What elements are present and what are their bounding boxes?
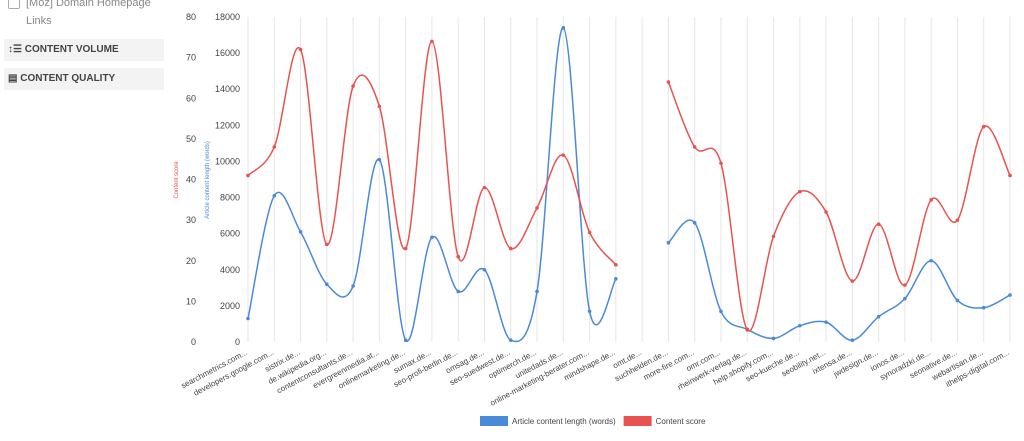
data-point bbox=[325, 242, 329, 247]
data-point bbox=[1008, 173, 1012, 178]
data-point bbox=[955, 298, 960, 303]
button[interactable]: ▤ CONTENT QUALITY bbox=[4, 68, 164, 90]
series-line bbox=[247, 40, 617, 266]
data-point bbox=[981, 305, 986, 310]
y2-axis-title: Article content length (words) bbox=[205, 141, 211, 219]
data-point bbox=[614, 263, 618, 267]
data-point bbox=[246, 173, 250, 178]
legend-swatch bbox=[480, 416, 508, 426]
data-point bbox=[403, 338, 408, 342]
button[interactable]: ↕☰ CONTENT VOLUME bbox=[4, 39, 164, 61]
data-point bbox=[561, 153, 566, 157]
data-point bbox=[850, 338, 855, 342]
y-tick-label: 60 bbox=[186, 93, 196, 103]
data-point bbox=[535, 289, 539, 294]
data-point bbox=[508, 338, 513, 342]
data-point bbox=[377, 104, 382, 109]
checkbox-label: [Moz] Domain Homepage Links bbox=[26, 0, 151, 27]
data-point bbox=[692, 145, 697, 149]
y2-tick-label: 12000 bbox=[215, 120, 240, 130]
data-point bbox=[1008, 293, 1012, 297]
legend-label: Article content length (words) bbox=[512, 417, 616, 426]
y-tick-label: 0 bbox=[191, 337, 196, 347]
series-line bbox=[667, 219, 1011, 341]
y-tick-label: 40 bbox=[186, 175, 196, 185]
data-point bbox=[351, 84, 355, 88]
data-point bbox=[325, 282, 329, 287]
data-point bbox=[272, 193, 277, 198]
data-point bbox=[246, 316, 250, 321]
sidebar: [Moz] Domain Homepage Links ↕☰ CONTENT V… bbox=[0, 0, 170, 441]
data-point bbox=[876, 222, 881, 226]
data-point bbox=[771, 336, 776, 341]
data-point bbox=[403, 246, 408, 251]
y-tick-label: 80 bbox=[186, 12, 196, 22]
data-point bbox=[797, 189, 802, 194]
y2-tick-label: 0 bbox=[235, 337, 240, 347]
data-point bbox=[955, 218, 960, 222]
data-point bbox=[430, 235, 434, 240]
y-tick-label: 50 bbox=[186, 134, 196, 144]
y-axis-title: Content score bbox=[174, 161, 180, 199]
data-point bbox=[771, 234, 776, 239]
data-point bbox=[929, 258, 933, 263]
series-line bbox=[667, 81, 1011, 332]
checkbox[interactable]: [Moz] Domain Homepage Links bbox=[8, 0, 158, 30]
legend-swatch bbox=[623, 416, 652, 426]
data-point bbox=[614, 277, 618, 281]
data-point bbox=[482, 185, 487, 190]
data-point bbox=[587, 309, 592, 314]
y-tick-label: 10 bbox=[186, 296, 196, 306]
data-point bbox=[929, 198, 933, 202]
data-point bbox=[298, 230, 303, 234]
data-point bbox=[824, 210, 828, 214]
data-point bbox=[981, 124, 986, 129]
data-point bbox=[903, 283, 907, 287]
y-tick-label: 30 bbox=[186, 215, 196, 225]
y2-tick-label: 18000 bbox=[215, 12, 240, 22]
chart: Content score Article content length (wo… bbox=[174, 12, 1012, 426]
y2-tick-label: 10000 bbox=[215, 156, 240, 166]
data-point bbox=[745, 328, 750, 332]
legend-label: Content score bbox=[656, 417, 706, 426]
data-point bbox=[850, 279, 855, 283]
series-line bbox=[247, 27, 617, 343]
y2-tick-label: 2000 bbox=[220, 301, 240, 311]
data-point bbox=[272, 145, 277, 149]
data-point bbox=[719, 309, 723, 314]
data-point bbox=[824, 320, 828, 324]
data-point bbox=[456, 289, 461, 294]
data-point bbox=[508, 246, 513, 251]
data-point bbox=[298, 47, 303, 52]
y2-tick-label: 16000 bbox=[215, 48, 240, 58]
y-tick-label: 70 bbox=[186, 53, 196, 63]
button-label: CONTENT VOLUME bbox=[24, 44, 119, 55]
checkbox-box[interactable] bbox=[8, 0, 20, 10]
y2-tick-label: 4000 bbox=[220, 265, 240, 275]
data-point bbox=[587, 230, 592, 235]
y2-tick-label: 6000 bbox=[220, 229, 240, 239]
data-point bbox=[535, 206, 539, 210]
data-point bbox=[876, 314, 881, 319]
data-point bbox=[561, 26, 566, 30]
y-tick-label: 20 bbox=[186, 256, 196, 266]
data-point bbox=[430, 39, 434, 44]
y2-tick-label: 8000 bbox=[220, 193, 240, 203]
data-point bbox=[482, 267, 487, 272]
data-point bbox=[903, 296, 907, 301]
data-point bbox=[797, 323, 802, 328]
button-label: CONTENT QUALITY bbox=[20, 73, 116, 84]
data-point bbox=[456, 254, 461, 259]
data-point bbox=[666, 240, 671, 245]
data-point bbox=[666, 80, 671, 84]
data-point bbox=[351, 284, 355, 288]
data-point bbox=[377, 157, 382, 162]
data-point bbox=[692, 221, 697, 225]
data-point bbox=[719, 161, 723, 166]
y2-tick-label: 14000 bbox=[215, 84, 240, 94]
